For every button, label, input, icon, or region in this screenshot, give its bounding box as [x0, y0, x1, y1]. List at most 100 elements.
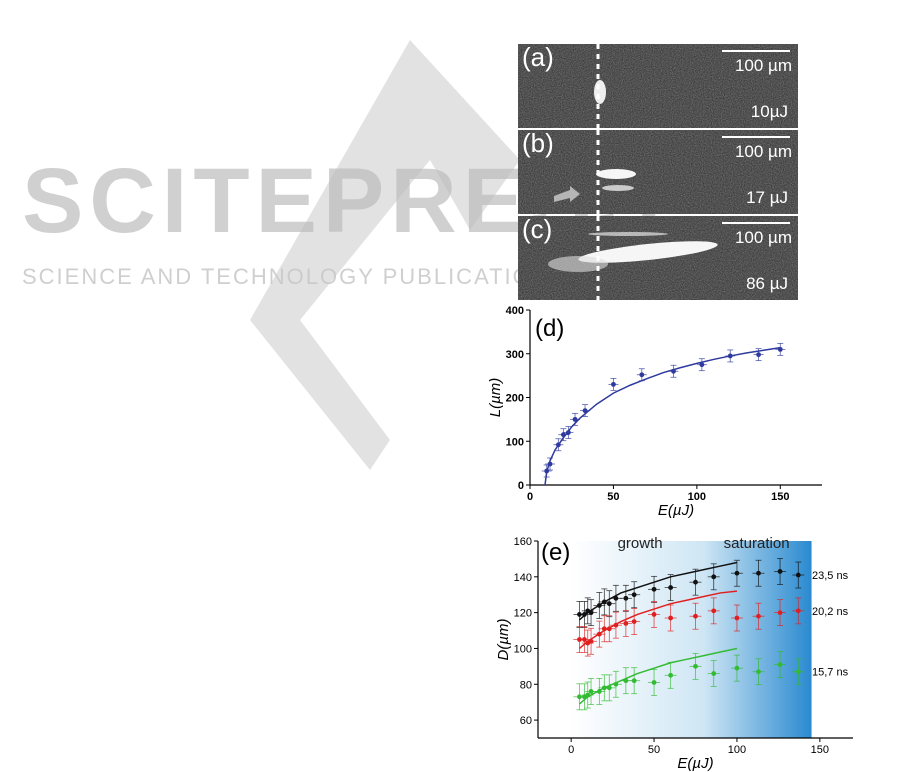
- data-point: [693, 613, 698, 619]
- series-label: 15,7 ns: [812, 667, 849, 679]
- data-point: [711, 574, 717, 580]
- data-point: [693, 663, 698, 669]
- data-point: [777, 346, 783, 352]
- series-label: 23,5 ns: [812, 570, 849, 582]
- data-point: [795, 669, 801, 675]
- scale-text-c: 100 µm: [734, 228, 792, 247]
- data-point: [606, 601, 612, 607]
- data-point: [596, 689, 602, 694]
- watermark-small-text: SCIENCE AND TECHNOLOGY PUBLICATIONS: [22, 264, 566, 289]
- data-point: [671, 368, 676, 374]
- data-point: [588, 689, 594, 694]
- x-axis-label: E(µJ): [658, 502, 694, 519]
- data-point: [623, 678, 629, 684]
- data-point: [582, 637, 587, 642]
- data-point: [572, 416, 578, 422]
- data-point: [756, 570, 761, 576]
- y-tick-label: 160: [514, 536, 532, 548]
- x-tick-label: 50: [648, 744, 660, 756]
- x-tick-label: 50: [607, 491, 619, 503]
- x-tick-label: 0: [568, 744, 574, 756]
- y-axis-label: D(µm): [495, 619, 512, 661]
- data-point: [606, 685, 612, 691]
- y-tick-label: 100: [514, 643, 532, 655]
- annotation-growth: growth: [618, 535, 663, 552]
- data-point: [734, 665, 740, 671]
- y-axis-label: L(µm): [487, 378, 504, 417]
- data-point: [611, 381, 616, 387]
- y-tick-label: 60: [520, 715, 532, 727]
- y-tick-label: 400: [506, 305, 524, 317]
- data-point: [795, 572, 801, 578]
- x-tick-label: 100: [688, 491, 706, 503]
- x-tick-label: 150: [811, 744, 829, 756]
- data-point: [631, 619, 637, 624]
- data-point: [711, 671, 717, 676]
- scale-text-b: 100 µm: [734, 142, 792, 161]
- y-tick-label: 80: [520, 679, 532, 691]
- data-point: [756, 352, 761, 358]
- data-point: [601, 599, 607, 605]
- data-point: [613, 622, 619, 628]
- data-point: [606, 626, 612, 632]
- data-point: [588, 610, 594, 616]
- micrograph-panel-a: (a) 100 µm 10µJ: [518, 44, 798, 128]
- y-tick-label: 100: [506, 436, 524, 448]
- data-point: [560, 432, 566, 438]
- data-point: [623, 595, 629, 601]
- y-tick-label: 200: [506, 393, 524, 405]
- y-tick-label: 300: [506, 349, 524, 361]
- data-point: [668, 672, 674, 678]
- data-point: [777, 662, 783, 667]
- data-point: [623, 620, 629, 626]
- data-point: [582, 612, 587, 617]
- scale-bar-c: [722, 222, 790, 224]
- micrograph-panel-c: (c) 100 µm 86 µJ: [518, 216, 798, 300]
- scale-bar-a: [722, 50, 790, 52]
- data-point: [639, 372, 645, 378]
- energy-text-b: 17 µJ: [746, 188, 788, 207]
- data-point: [777, 610, 783, 616]
- data-point: [699, 362, 705, 368]
- x-axis-label: E(µJ): [677, 755, 713, 772]
- data-point: [795, 608, 801, 614]
- data-point: [711, 608, 717, 614]
- chart-panel-label: (d): [535, 315, 564, 342]
- y-tick-label: 0: [518, 480, 524, 492]
- data-point: [596, 631, 602, 637]
- data-point: [547, 461, 553, 467]
- data-point: [693, 579, 698, 585]
- data-point: [734, 615, 740, 621]
- data-point: [631, 592, 637, 598]
- data-point: [585, 692, 591, 698]
- chart-panel-label: (e): [541, 539, 570, 566]
- x-tick-label: 100: [728, 744, 746, 756]
- data-point: [613, 595, 619, 601]
- x-tick-label: 0: [527, 491, 533, 503]
- series-label: 20,2 ns: [812, 606, 849, 618]
- data-point: [756, 613, 761, 619]
- energy-text-a: 10µJ: [750, 102, 788, 121]
- micrograph-panel-b: (b) 100 µm 17 µJ: [518, 130, 798, 214]
- scale-text-a: 100 µm: [734, 56, 792, 75]
- regime-gradient-background: [571, 541, 812, 738]
- data-point: [651, 680, 657, 685]
- panel-label-c: (c): [522, 216, 553, 244]
- data-point: [555, 442, 561, 448]
- data-point: [588, 638, 594, 644]
- data-point: [651, 586, 657, 592]
- data-point: [777, 569, 783, 574]
- data-point: [565, 430, 571, 435]
- data-point: [727, 353, 733, 359]
- data-point: [596, 603, 602, 608]
- data-point: [756, 669, 761, 675]
- watermark-logo-shape: [250, 40, 520, 470]
- data-point: [668, 615, 674, 621]
- annotation-saturation: saturation: [724, 535, 790, 552]
- y-tick-label: 140: [514, 572, 532, 584]
- x-tick-label: 150: [771, 491, 789, 503]
- data-point: [651, 612, 657, 617]
- scale-bar-b: [722, 136, 790, 138]
